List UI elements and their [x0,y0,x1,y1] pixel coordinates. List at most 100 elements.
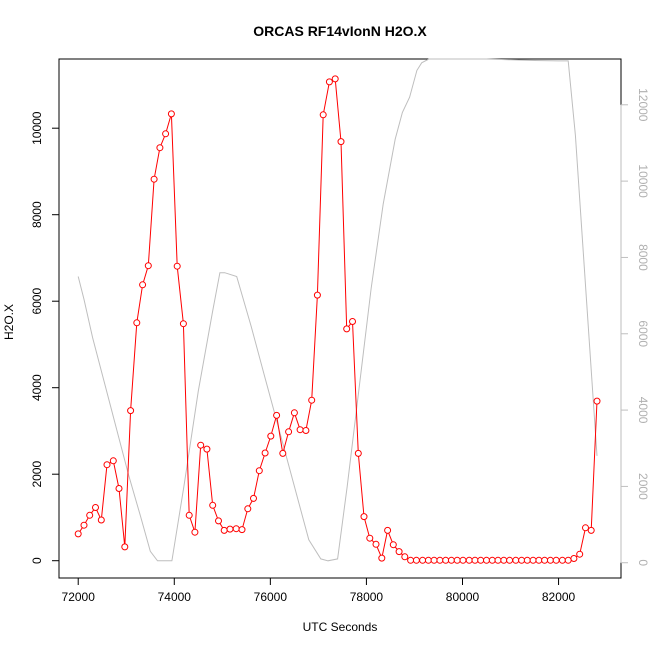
y-tick-label: 2000 [30,461,44,488]
data-point [401,553,409,561]
data-point [576,550,584,558]
data-point [395,548,403,556]
data-point [343,325,351,333]
x-tick-label: 82000 [542,590,576,604]
data-point [552,556,560,564]
data-point [512,556,520,564]
data-point [419,556,427,564]
data-point [74,530,82,538]
data-point [296,426,304,434]
y-axis-title: H2O.X [2,304,16,340]
data-point [261,449,269,457]
data-point [325,78,333,86]
y2-tick-label: 6000 [636,320,650,347]
data-point [360,513,368,521]
data-point [267,432,275,440]
data-point [97,516,105,524]
x-tick-label: 74000 [158,590,192,604]
data-point [412,556,420,564]
data-point [250,494,257,502]
y-tick-label: 0 [30,557,44,564]
data-point [494,556,502,564]
y2-tick-label: 10000 [636,164,650,198]
data-point [285,428,293,436]
data-point [506,556,514,564]
data-point [389,541,397,549]
data-point [587,526,595,534]
data-point [331,75,339,83]
data-point [238,526,246,534]
data-point [203,445,211,453]
data-point [488,556,496,564]
data-point [518,556,526,564]
data-point [179,320,187,328]
series-1 [77,58,598,562]
data-point [127,407,135,415]
data-point [121,543,129,551]
data-point [436,556,444,564]
data-point [319,111,327,119]
data-point [197,441,205,449]
x-tick-label: 78000 [350,590,384,604]
data-point [354,449,362,457]
data-point [273,411,281,419]
data-point [483,556,490,564]
data-point [471,556,479,564]
data-point [308,396,316,404]
data-point [139,281,147,289]
data-point [372,540,380,548]
series-line [77,58,598,562]
data-point [570,555,578,562]
data-point [86,511,94,519]
data-point [191,528,199,536]
data-point [215,517,222,525]
data-point [541,556,549,564]
data-point [465,556,473,564]
data-point [384,526,392,534]
y2-tick-label: 2000 [636,473,650,500]
y-tick-label: 8000 [30,201,44,228]
y-tick-label: 4000 [30,374,44,401]
data-point [477,556,485,564]
data-point [244,505,252,513]
data-point [92,504,99,511]
data-point [109,457,117,465]
data-point [453,556,461,564]
data-point [459,556,467,564]
data-point [366,534,374,542]
y2-tick-label: 4000 [636,397,650,424]
data-point [162,130,170,138]
data-point [430,556,438,564]
y-tick-label: 10000 [30,111,44,145]
data-point [232,525,240,533]
data-point [220,526,228,534]
data-point [582,524,589,532]
data-point [564,556,572,564]
axes-layer: 72000 74000 76000 78000 80000 820000200040006… [30,88,650,604]
data-point [255,467,263,475]
series-layer [74,58,601,564]
data-point [442,556,450,564]
data-point [337,138,345,146]
data-point [529,556,537,564]
data-point [279,449,287,457]
data-point [593,397,601,405]
data-point [167,110,175,118]
data-point [558,556,566,564]
data-point [500,556,508,564]
chart-title: ORCAS RF14vIonN H2O.X [253,23,427,39]
data-point [185,511,193,519]
data-point [226,525,234,533]
y2-tick-label: 0 [636,559,650,566]
data-point [424,556,432,564]
data-point [349,318,356,325]
data-point [144,262,152,270]
data-point [302,427,310,434]
data-point [378,554,386,562]
data-point [115,485,123,492]
x-tick-label: 80000 [446,590,480,604]
data-point [407,556,415,564]
data-point [150,175,158,183]
